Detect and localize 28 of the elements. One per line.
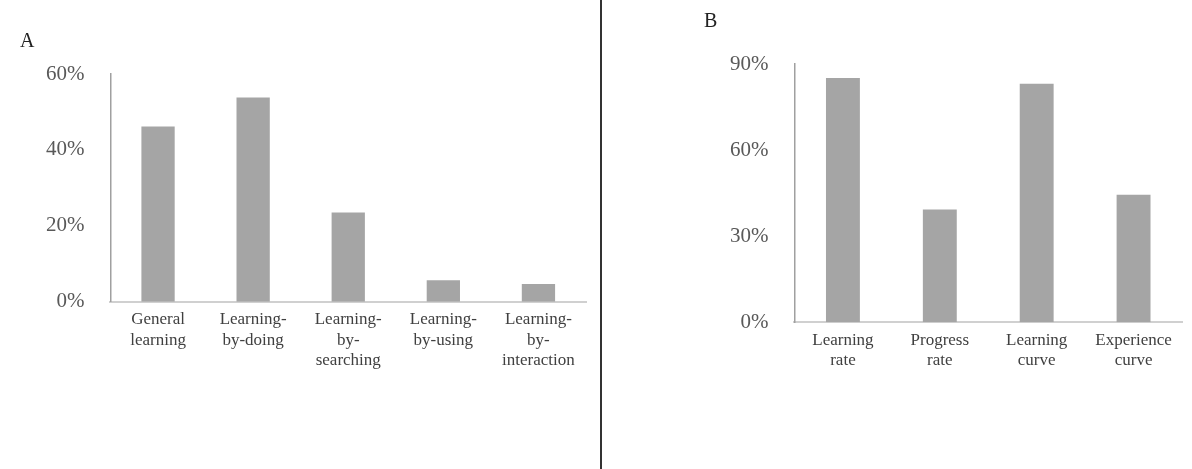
y-tick-label: 20% <box>45 212 85 237</box>
x-tick-label: Learning-by-searching <box>314 309 383 370</box>
bar <box>922 209 957 323</box>
y-tick-label: 60% <box>729 136 769 161</box>
chart-title: A <box>20 29 35 52</box>
x-tick-label: Learning rate <box>812 329 875 370</box>
x-tick-label: Learning curve <box>1006 329 1068 370</box>
chart-title: B <box>704 9 718 32</box>
x-tick-label: Experience curve <box>1095 329 1172 370</box>
y-tick-label: 40% <box>45 136 85 161</box>
x-tick-label: General learning <box>130 309 187 349</box>
y-tick-label: 90% <box>729 50 769 75</box>
bar <box>236 97 270 302</box>
bar <box>1116 194 1151 323</box>
y-tick-label: 60% <box>45 60 85 85</box>
x-tick-label: Learning-by-using <box>409 309 478 349</box>
x-tick-label: Progress rate <box>910 329 970 370</box>
x-tick-label: Learning-by-interaction <box>502 309 576 370</box>
y-tick-label: 0% <box>56 288 85 313</box>
y-tick-label: 0% <box>740 308 769 333</box>
bar <box>331 212 365 302</box>
bar <box>825 78 860 323</box>
bar <box>426 280 460 302</box>
bar <box>1019 83 1054 323</box>
y-tick-label: 30% <box>729 222 769 247</box>
bar <box>141 126 175 302</box>
bar <box>521 283 556 302</box>
x-tick-label: Learning-by-doing <box>219 309 287 349</box>
